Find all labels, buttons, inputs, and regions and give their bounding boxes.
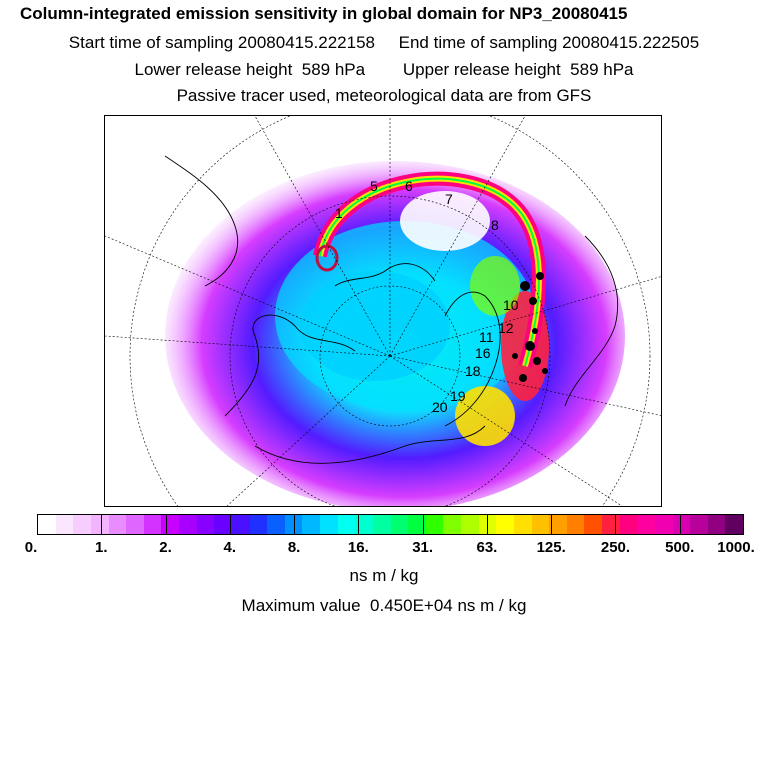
tracer-info-line: Passive tracer used, meteorological data… [176,86,592,105]
colorbar-cell [408,515,426,534]
track-label-8: 8 [491,217,499,233]
colorbar-cell [179,515,197,534]
colorbar-tick-label: 500. [665,539,695,556]
colorbar-cell [196,515,215,534]
colorbar-tick-label: 2. [159,539,172,556]
release-height-line: Lower release height 589 hPa Upper relea… [134,60,634,79]
colorbar-tick-label: 1. [95,539,108,556]
colorbar-divider [358,515,360,534]
colorbar-cell [513,515,532,534]
colorbar-cell [320,515,338,534]
colorbar-cell [267,515,285,534]
colorbar-divider [229,515,231,534]
colorbar-cell [161,515,179,534]
track-loop [315,244,339,272]
colorbar [37,514,744,535]
track-label-1: 1 [335,205,343,221]
track-label-6: 6 [405,178,413,194]
colorbar-cell [73,515,91,534]
colorbar-cell [390,515,409,534]
colorbar-cell [690,515,708,534]
track-label-11: 11 [479,329,494,345]
hotspot-green [470,256,520,316]
colorbar-cell [302,515,320,534]
track-label-5: 5 [370,178,378,194]
hole-white [400,191,490,251]
colorbar-tick-label: 63. [476,539,498,556]
colorbar-cell [461,515,479,534]
colorbar-divider [615,515,617,534]
colorbar-cell [90,515,109,534]
colorbar-cell [214,515,232,534]
colorbar-cell [725,515,743,534]
colorbar-cell [231,515,250,534]
colorbar-cell [355,515,373,534]
colorbar-cell [55,515,74,534]
colorbar-tick-label: 8. [287,539,301,556]
colorbar-cell [672,515,691,534]
track-label-7: 7 [445,191,453,207]
colorbar-cell [249,515,268,534]
colorbar-cell [425,515,444,534]
track-label-10: 10 [503,297,519,313]
colorbar-cell [619,515,638,534]
colorbar-cell [443,515,461,534]
dark-spots [512,272,548,382]
colorbar-cell [566,515,585,534]
graticule [105,116,661,506]
colorbar-cell [584,515,602,534]
colorbar-tick-label: 16. [347,539,369,556]
colorbar-divider [165,515,167,534]
colorbar-cell [496,515,514,534]
colorbar-tick-label: 125. [536,539,566,556]
maximum-value-text: Maximum value 0.450E+04 ns m / kg [241,596,527,615]
colorbar-cell [707,515,726,534]
colorbar-tick-label: 1000. [717,539,755,556]
colorbar-cell [337,515,356,534]
colorbar-divider [679,515,681,534]
map-svg: 1 5 6 7 8 10 11 12 16 18 19 20 [105,116,661,506]
colorbar-cell [108,515,127,534]
colorbar-cell [143,515,162,534]
colorbar-cell [602,515,620,534]
colorbar-cell [549,515,567,534]
track-label-12: 12 [498,320,514,336]
sensitivity-inner [300,271,450,381]
colorbar-tick-label: 4. [223,539,237,556]
colorbar-cell [637,515,655,534]
track-label-20: 20 [432,399,448,415]
colorbar-cell [531,515,550,534]
colorbar-cell [126,515,144,534]
colorbar-cell [372,515,391,534]
track-label-19: 19 [450,388,466,404]
colorbar-divider [101,515,103,534]
colorbar-tick-label: 0. [24,539,38,556]
sensitivity-map: 1 5 6 7 8 10 11 12 16 18 19 20 [104,115,662,507]
hotspot-yellow [455,386,515,446]
colorbar-tick-label: 250. [600,539,631,556]
colorbar-divider [486,515,488,534]
colorbar-divider [551,515,553,534]
colorbar-units: ns m / kg [349,566,419,585]
colorbar-cell [284,515,303,534]
sampling-time-line: Start time of sampling 20080415.222158 E… [68,33,700,52]
track-label-16: 16 [475,345,491,361]
colorbar-divider [294,515,296,534]
coastlines [164,155,619,464]
track-arc-inner [319,177,540,367]
figure-title: Column-integrated emission sensitivity i… [20,4,628,23]
colorbar-divider [422,515,424,534]
colorbar-tick-label: 31. [412,539,434,556]
colorbar-cell [38,515,56,534]
track-label-18: 18 [465,363,481,379]
colorbar-cell [654,515,673,534]
